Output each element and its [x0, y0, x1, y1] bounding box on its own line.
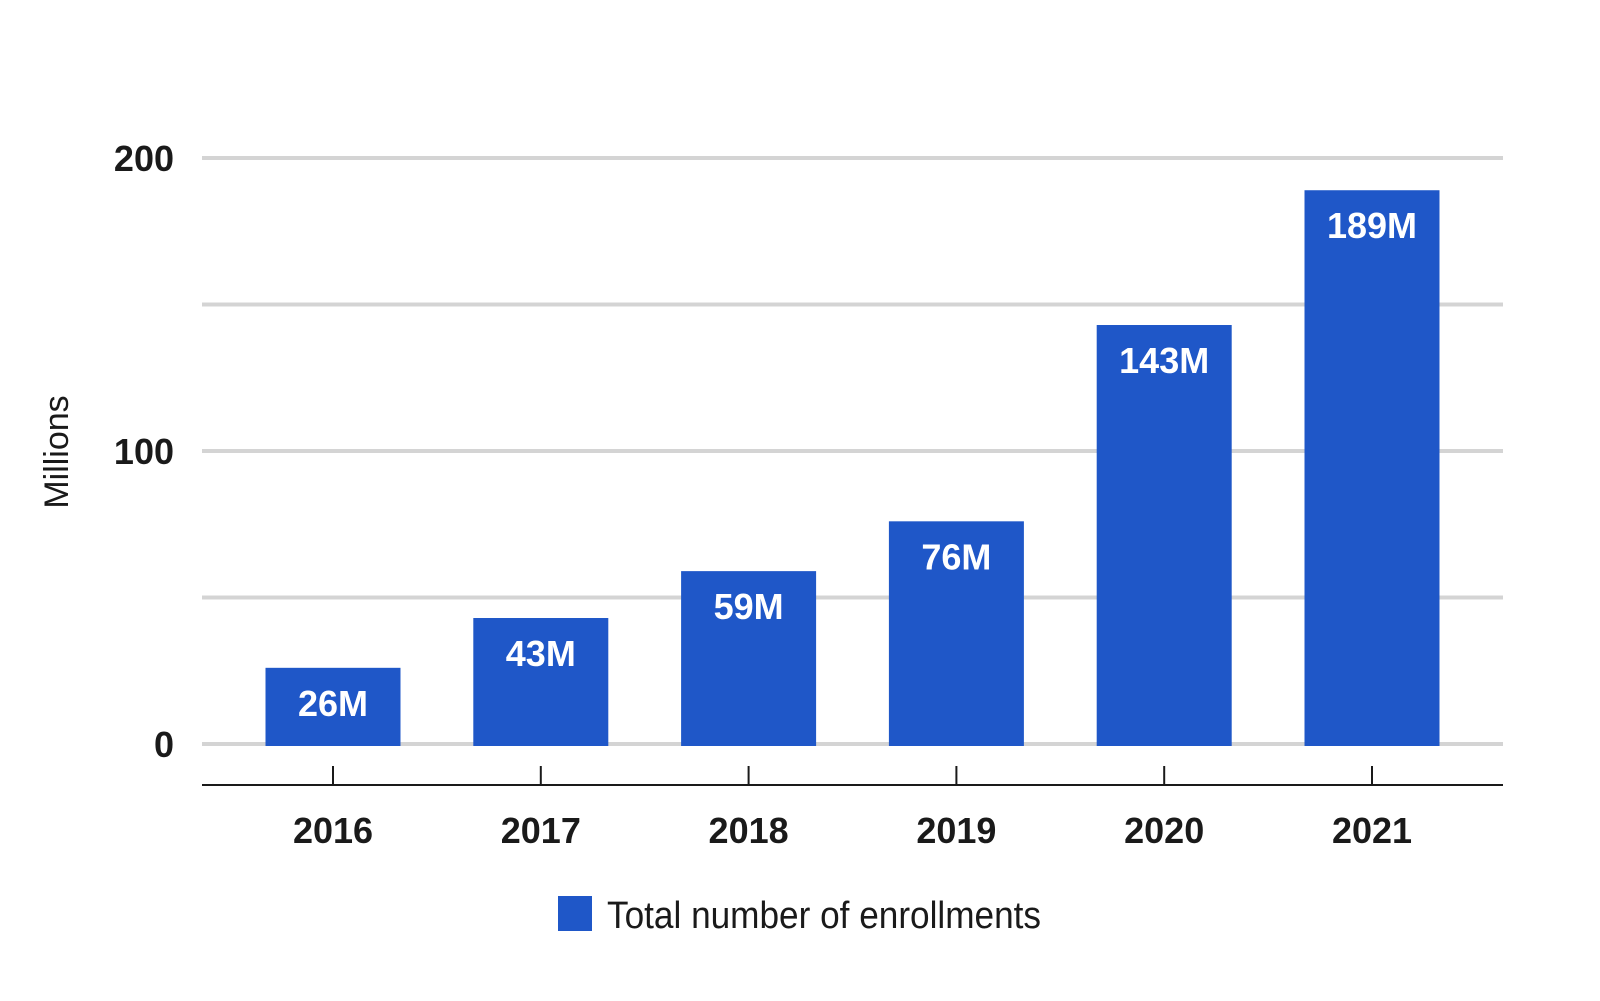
x-tick-label: 2020 — [1124, 810, 1204, 851]
legend-swatch — [558, 896, 592, 931]
data-label: 43M — [506, 633, 576, 674]
y-tick-label: 0 — [154, 724, 174, 765]
bar-2019 — [888, 521, 1024, 746]
data-label: 143M — [1119, 340, 1209, 381]
x-tick-label: 2018 — [709, 810, 789, 851]
x-tick-label: 2017 — [501, 810, 581, 851]
x-tick-label: 2021 — [1332, 810, 1412, 851]
data-label: 59M — [714, 586, 784, 627]
y-tick-labels: 0 100 200 — [114, 138, 174, 765]
y-tick-label: 200 — [114, 138, 174, 179]
bars: 26M 43M 59M 76M 143M 189M — [265, 190, 1440, 747]
bar-2016 — [265, 667, 401, 746]
data-label: 76M — [921, 536, 991, 577]
gridlines — [202, 156, 1503, 746]
bar-2017 — [473, 618, 609, 746]
y-axis-title: Millions — [38, 395, 76, 508]
x-tick-label: 2016 — [293, 810, 373, 851]
bar-2021 — [1304, 190, 1440, 747]
legend-label: Total number of enrollments — [607, 895, 1041, 937]
y-tick-label: 100 — [114, 431, 174, 472]
legend: Total number of enrollments — [558, 895, 1041, 937]
x-tick-label: 2019 — [916, 810, 996, 851]
bar-2018 — [681, 571, 817, 746]
data-label: 189M — [1327, 205, 1417, 246]
data-label: 26M — [298, 683, 368, 724]
x-tick-labels: 2016 2017 2018 2019 2020 2021 — [293, 766, 1412, 851]
bar-2020 — [1096, 325, 1232, 746]
